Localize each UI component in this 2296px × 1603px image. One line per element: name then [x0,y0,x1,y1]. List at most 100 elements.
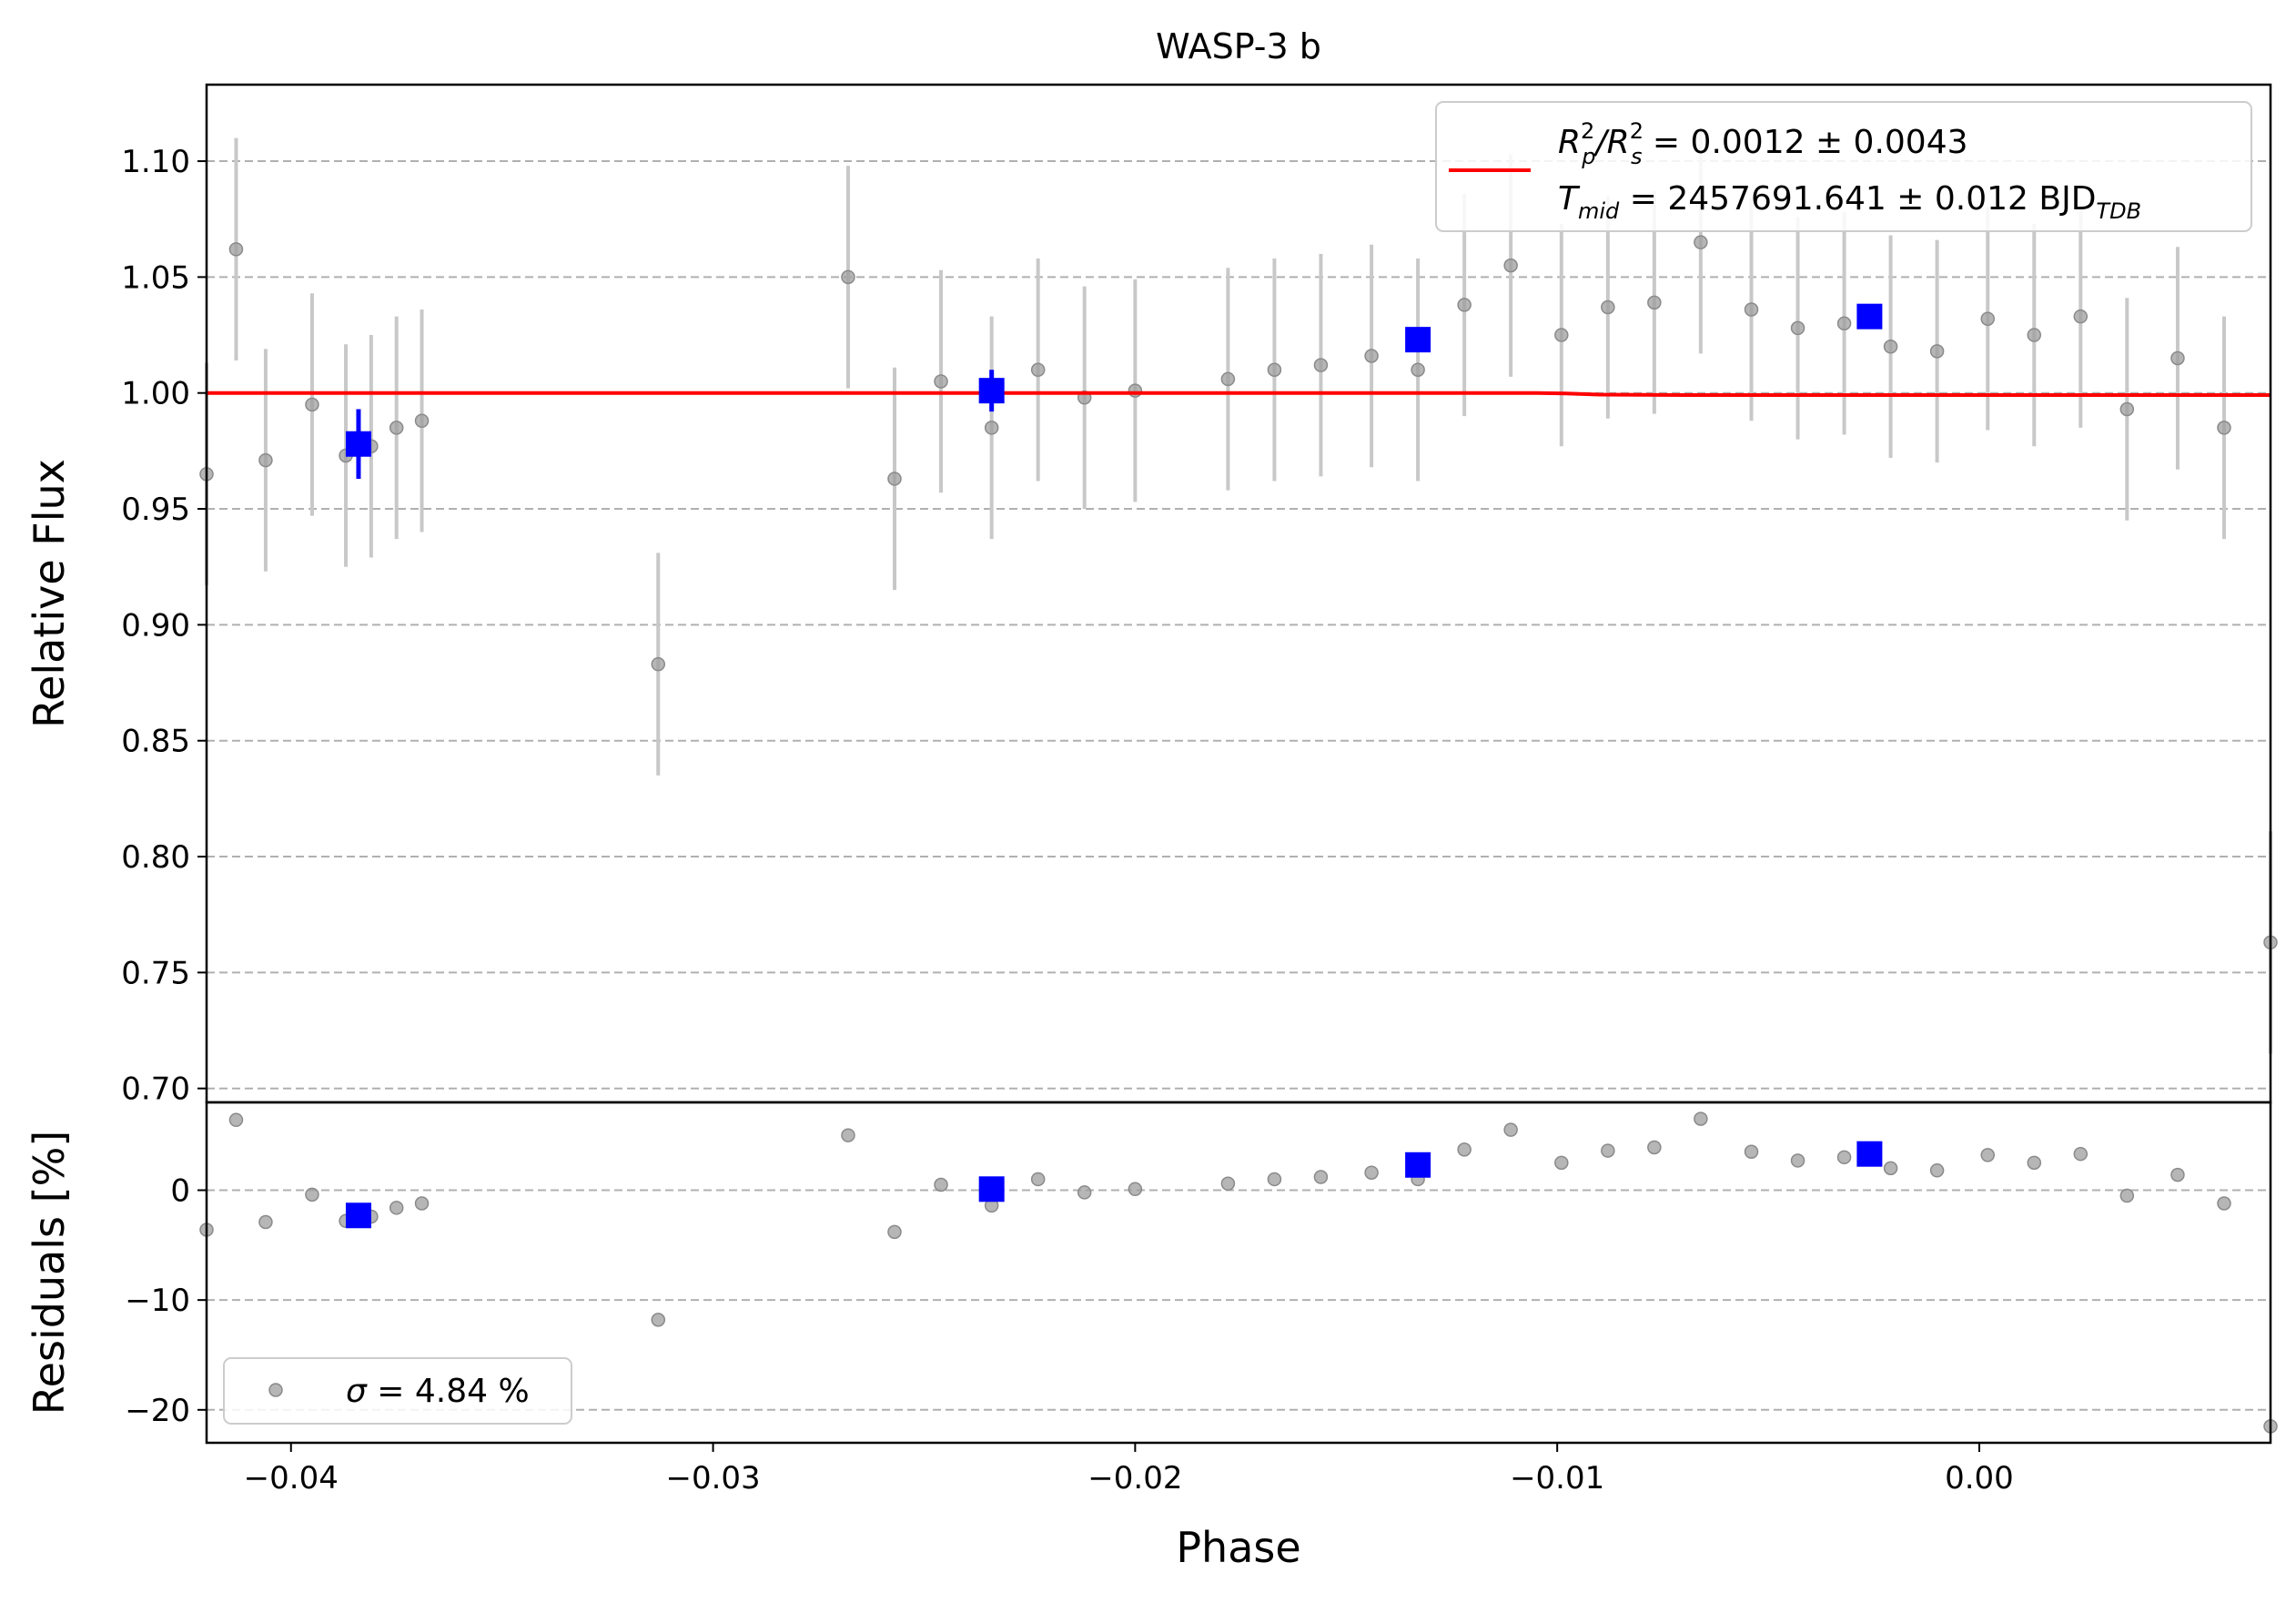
top-legend: R2 p/R2 s = 0.0012 ± 0.0043 Tmid = 2457691… [1435,101,2252,232]
data-point [1128,383,1143,398]
data-point [1364,349,1379,363]
residual-point [1503,1122,1518,1137]
residual-point [1313,1170,1329,1184]
top-binned-series [345,303,1883,479]
data-point [2027,328,2042,342]
data-point [651,656,666,672]
top-model-line [207,391,2271,397]
residual-point [1744,1144,1759,1160]
residual-point [1601,1143,1615,1158]
bottom-axes-frame [205,1101,2272,1445]
residual-point [2170,1167,2185,1182]
data-point [1267,362,1282,377]
data-point [984,421,999,435]
residual-point [1220,1176,1236,1192]
data-point [1980,311,1996,326]
bottom-x-ticks: −0.04 −0.03 −0.02 −0.01 0.00 [244,1443,2014,1496]
bottom-legend: σ = 4.84 % [223,1357,572,1425]
x-tick-label: −0.03 [665,1460,760,1496]
residual-point [1030,1172,1046,1187]
legend-sigma-value: = 4.84 % [367,1373,530,1410]
residual-point [1694,1111,1708,1126]
residual-point [389,1201,404,1215]
data-point [1694,235,1708,249]
top-y-tick-label: 0.85 [121,724,190,760]
top-grid [207,160,2271,1090]
residual-point [1554,1155,1569,1171]
binned-residual-point [345,1202,371,1229]
legend-tmid-value: = 2457691.641 ± 0.012 BJD [1619,180,2096,218]
legend-rs-sub: s [1631,144,1643,169]
data-point [258,452,273,468]
data-point [1647,295,1662,310]
data-point [1744,302,1759,317]
legend-sigma-symbol: σ [346,1373,368,1410]
residual-point [1980,1148,1996,1162]
top-ylabel: Relative Flux [25,459,74,728]
data-point [1503,258,1518,273]
legend-rs-symbol: /R [1593,124,1630,161]
bottom-binned-series [345,1141,1883,1229]
x-tick-label: −0.04 [244,1460,339,1496]
data-point [1220,371,1236,387]
data-point [1554,328,1569,342]
top-y-tick-label: 0.90 [121,607,190,644]
x-tick-label: −0.02 [1087,1460,1182,1496]
residual-point [414,1196,430,1211]
binned-residual-point [978,1176,1005,1202]
binned-residual-point [1856,1141,1883,1167]
legend-tmid-sub: mid [1578,198,1620,224]
bottom-y-ticks: −20 −10 0 [125,1173,207,1429]
residual-point [2217,1196,2231,1211]
top-y-tick-label: 1.00 [121,376,190,412]
top-y-tick-label: 0.70 [121,1071,190,1108]
residual-point [1457,1142,1472,1157]
top-legend-box [1435,101,2252,232]
residual-point [2119,1188,2135,1203]
residual-point [2073,1146,2089,1162]
data-point [887,472,902,486]
residual-point [1647,1140,1662,1155]
bottom-residual-series [199,1111,2278,1434]
data-point [1790,320,1805,336]
residual-point [841,1128,855,1142]
residual-point [651,1313,666,1327]
residual-point [934,1177,948,1192]
residual-point [228,1112,244,1128]
bottom-y-tick-label: −10 [125,1283,190,1319]
residual-point [887,1224,902,1240]
residual-point [1128,1182,1143,1197]
residual-point [1883,1161,1898,1176]
binned-point [978,378,1005,404]
legend-line1: R2 p/R2 s = 0.0012 ± 0.0043 [1558,118,1968,169]
data-point [1030,362,1046,377]
legend-residual-marker [268,1383,283,1397]
data-point [1411,362,1425,377]
data-point [2119,401,2135,417]
data-point [1601,299,1615,315]
top-y-tick-label: 0.95 [121,492,190,528]
legend-radius-ratio-value: = 0.0012 ± 0.0043 [1642,124,1967,161]
data-point [841,269,855,285]
residual-point [258,1214,273,1230]
top-y-ticks: 0.70 0.75 0.80 0.85 0.90 0.95 1.00 1.05 1.10 [121,144,207,1108]
data-point [1883,340,1898,354]
binned-point [1856,303,1883,330]
binned-point [1405,327,1431,353]
legend-sigma: σ = 4.84 % [346,1373,530,1410]
legend-rp-sup: 2 [1581,118,1594,144]
data-point [2217,421,2231,435]
data-point [305,397,319,412]
legend-rp-symbol: R [1558,124,1581,161]
x-axis-label: Phase [1176,1523,1300,1572]
data-point [1836,316,1852,331]
binned-point [345,431,371,457]
top-panel: 0.70 0.75 0.80 0.85 0.90 0.95 1.00 1.05 1.10 Rel… [25,83,2278,1108]
data-point [934,374,948,389]
bottom-panel: −20 −10 0 −0.04 −0.03 −0.02 −0.01 0.00 Residua… [25,1101,2278,1572]
transit-model-line [207,391,2271,397]
residual-point [2027,1155,2042,1171]
data-point [1457,298,1472,312]
top-y-tick-label: 1.05 [121,259,190,296]
